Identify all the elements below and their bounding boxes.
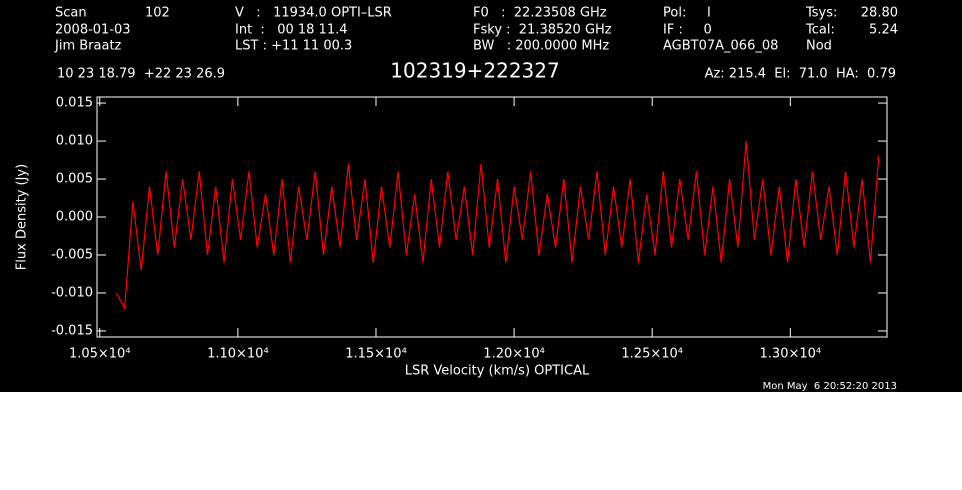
header-text: Pol: I bbox=[663, 6, 711, 21]
y-tick-label: -0.010 bbox=[51, 285, 93, 300]
y-tick-label: 0.015 bbox=[56, 96, 93, 111]
header-text: 2008-01-03 bbox=[55, 23, 131, 38]
header-text: LST : +11 11 00.3 bbox=[235, 39, 352, 54]
x-tick-label: 1.25×10⁴ bbox=[621, 347, 683, 362]
x-axis-label: LSR Velocity (km/s) OPTICAL bbox=[405, 364, 590, 379]
x-tick-label: 1.10×10⁴ bbox=[207, 347, 269, 362]
header-text: V : 11934.0 OPTI–LSR bbox=[235, 6, 392, 21]
coordinates: 10 23 18.79 +22 23 26.9 bbox=[57, 67, 225, 82]
header-text: Fsky : 21.38520 GHz bbox=[473, 23, 612, 38]
y-tick-label: 0.005 bbox=[56, 172, 93, 187]
header-text: 5.24 bbox=[869, 23, 898, 38]
x-tick-label: 1.30×10⁴ bbox=[760, 347, 822, 362]
header-text: Jim Braatz bbox=[54, 39, 122, 54]
y-axis-label: Flux Density (Jy) bbox=[15, 164, 30, 270]
x-tick-label: 1.05×10⁴ bbox=[69, 347, 131, 362]
y-tick-label: -0.005 bbox=[51, 247, 93, 262]
header-text: IF : 0 bbox=[663, 23, 712, 38]
header-text: AGBT07A_066_08 bbox=[663, 39, 778, 54]
header-text: Nod bbox=[806, 39, 832, 54]
y-tick-label: -0.015 bbox=[51, 323, 93, 338]
x-tick-label: 1.20×10⁴ bbox=[483, 347, 545, 362]
header-text: Tsys: bbox=[805, 6, 837, 21]
spectrum-line bbox=[115, 141, 880, 311]
header-text: 102 bbox=[145, 6, 170, 21]
pointing: Az: 215.4 El: 71.0 HA: 0.79 bbox=[705, 67, 896, 82]
y-tick-label: 0.000 bbox=[56, 210, 93, 225]
header-text: Scan bbox=[55, 6, 87, 21]
header-text: Tcal: bbox=[805, 23, 835, 38]
header-text: BW : 200.0000 MHz bbox=[473, 39, 609, 54]
header-text: F0 : 22.23508 GHz bbox=[473, 6, 607, 21]
timestamp: Mon May 6 20:52:20 2013 bbox=[763, 381, 897, 392]
background bbox=[0, 0, 962, 392]
header-text: 28.80 bbox=[861, 6, 898, 21]
y-tick-label: 0.010 bbox=[56, 134, 93, 149]
header-text: Int : 00 18 11.4 bbox=[235, 23, 348, 38]
x-tick-label: 1.15×10⁴ bbox=[345, 347, 407, 362]
chart-title: 102319+222327 bbox=[390, 59, 559, 83]
